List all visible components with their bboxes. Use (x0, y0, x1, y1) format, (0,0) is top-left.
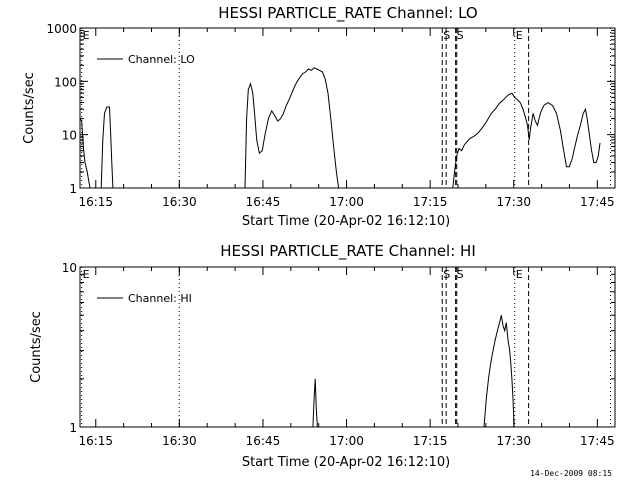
panel-hi-x-tick-label: 16:45 (246, 434, 281, 448)
panel-lo-data-segment (244, 67, 340, 189)
panel-lo-y-tick-label: 1000 (46, 22, 77, 36)
panel-lo-x-tick-label: 17:15 (413, 195, 448, 209)
panel-lo-y-ticks: 1 10 100 1000 (46, 22, 615, 196)
panel-lo-x-tick-label: 16:45 (246, 195, 281, 209)
panel-lo-marker-label: S (457, 29, 464, 42)
panel-lo-data-segment (100, 106, 114, 189)
panel-hi-data-segment (312, 378, 318, 428)
panel-lo-x-tick-label: 16:30 (162, 195, 197, 209)
panel-hi-legend: Channel: HI (97, 292, 192, 305)
footer-timestamp: 14-Dec-2009 08:15 (530, 469, 612, 478)
panel-lo-y-tick-label: 100 (54, 75, 77, 89)
panel-hi-x-tick-label: 17:15 (413, 434, 448, 448)
panel-lo-x-tick-label: 17:45 (580, 195, 615, 209)
panel-lo-legend: Channel: LO (97, 53, 195, 66)
panel-hi-title: HESSI PARTICLE_RATE Channel: HI (220, 242, 476, 261)
panel-lo-title: HESSI PARTICLE_RATE Channel: LO (218, 4, 477, 23)
panel-lo-x-tick-label: 17:00 (329, 195, 364, 209)
panel-lo-x-tick-label: 17:30 (496, 195, 531, 209)
panel-hi-y-tick-label: 10 (62, 261, 77, 275)
panel-hi-marker-label: E (516, 268, 523, 281)
panel-lo-legend-label: Channel: LO (128, 53, 195, 66)
panel-lo-curve (79, 67, 601, 189)
panel-lo-data-segment (452, 92, 601, 189)
panel-lo-plot-area (79, 27, 616, 189)
panel-hi-x-ticks: 16:15 16:30 16:45 17:00 17:15 17:30 17:45 (78, 267, 615, 448)
panel-hi-y-axis-label: Counts/sec (29, 311, 44, 383)
panel-hi-y-ticks: 1 10 (62, 261, 615, 435)
panel-lo-y-tick-label: 1 (69, 182, 77, 196)
panel-hi-x-tick-label: 16:30 (162, 434, 197, 448)
panel-hi-plot-area (79, 266, 616, 428)
panel-lo-marker-label: E (83, 29, 90, 42)
panel-lo-y-tick-label: 10 (62, 129, 77, 143)
panel-hi-x-tick-label: 16:15 (78, 434, 113, 448)
panel-lo-y-axis-label: Counts/sec (22, 72, 37, 144)
panel-hi-legend-label: Channel: HI (128, 292, 192, 305)
panel-hi-x-axis-label: Start Time (20-Apr-02 16:12:10) (242, 455, 450, 470)
panel-hi-marker-label: S (443, 268, 450, 281)
panel-hi-marker-label: E (83, 268, 90, 281)
panel-lo-data-segment (79, 118, 91, 189)
panel-hi-x-tick-label: 17:30 (496, 434, 531, 448)
panel-lo-marker-label: E (516, 29, 523, 42)
panel-lo-x-axis-label: Start Time (20-Apr-02 16:12:10) (242, 214, 450, 229)
panel-lo-x-tick-label: 16:15 (78, 195, 113, 209)
panel-lo-x-ticks: 16:15 16:30 16:45 17:00 17:15 17:30 17:45 (78, 28, 615, 209)
panel-hi-data-segment (483, 315, 515, 428)
panel-hi-x-tick-label: 17:00 (329, 434, 364, 448)
panel-hi-curve (312, 315, 515, 428)
panel-hi-x-tick-label: 17:45 (580, 434, 615, 448)
panel-hi-y-tick-label: 1 (69, 421, 77, 435)
panel-lo-marker-label: S (443, 29, 450, 42)
panel-hi-marker-label: S (457, 268, 464, 281)
